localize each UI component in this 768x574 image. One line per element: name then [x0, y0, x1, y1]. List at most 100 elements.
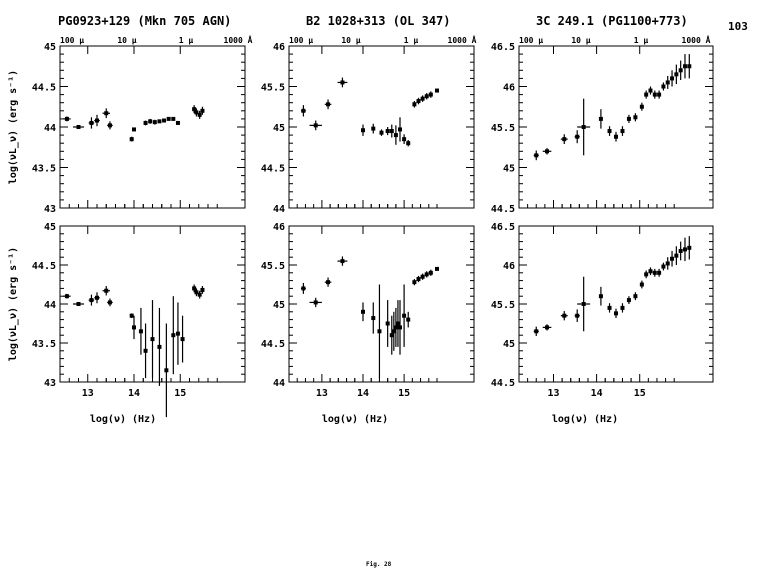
point-marker — [614, 134, 618, 139]
point-marker — [393, 133, 398, 138]
y-tick-label: 46.5 — [491, 42, 515, 53]
point-marker — [435, 266, 439, 271]
data-point — [424, 92, 429, 100]
data-point — [395, 300, 400, 347]
data-point — [385, 127, 390, 136]
y-tick-label: 45 — [503, 164, 515, 175]
point-marker — [428, 92, 433, 97]
data-point — [129, 313, 134, 319]
point-marker — [107, 123, 112, 128]
point-marker — [674, 72, 679, 77]
wavelength-label: 1 μ — [634, 36, 649, 45]
data-point — [72, 302, 85, 306]
y-tick-label: 45 — [273, 300, 285, 311]
y-tick-label: 46 — [503, 83, 515, 94]
data-point — [652, 90, 657, 99]
data-point — [143, 323, 148, 379]
point-marker — [194, 290, 199, 295]
data-point — [371, 302, 376, 334]
data-point — [132, 315, 136, 340]
point-marker — [313, 300, 318, 305]
wavelength-label: 1 μ — [179, 36, 194, 45]
data-point — [300, 105, 306, 117]
data-point — [678, 241, 683, 261]
point-marker — [657, 92, 662, 97]
data-point — [393, 307, 398, 347]
point-marker — [301, 108, 306, 113]
point-marker — [581, 125, 586, 129]
point-marker — [687, 64, 692, 69]
data-point — [416, 275, 421, 283]
data-point — [424, 271, 429, 278]
data-point — [614, 308, 618, 319]
point-marker — [562, 137, 567, 142]
data-point — [148, 118, 153, 124]
y-tick-label: 43 — [44, 204, 56, 215]
x-tick-label: 13 — [316, 388, 328, 399]
point-marker — [132, 127, 136, 132]
data-point — [665, 75, 670, 89]
point-marker — [200, 108, 205, 113]
point-marker — [389, 333, 394, 338]
point-marker — [575, 134, 580, 139]
data-point — [633, 113, 638, 122]
data-point — [648, 86, 653, 95]
point-marker — [633, 115, 638, 120]
y-tick-label: 45 — [44, 42, 56, 53]
point-marker — [678, 68, 683, 73]
point-marker — [607, 305, 612, 310]
point-marker — [385, 129, 390, 134]
point-marker — [197, 292, 202, 297]
y-tick-label: 45.5 — [261, 83, 285, 94]
point-marker — [393, 325, 398, 330]
data-point — [200, 286, 205, 294]
point-marker — [301, 286, 306, 291]
y-tick-label: 44.5 — [491, 378, 515, 389]
point-marker — [416, 277, 421, 282]
point-marker — [371, 126, 376, 131]
point-marker — [633, 294, 638, 299]
data-point — [337, 256, 348, 266]
y-tick-label: 45.5 — [491, 300, 515, 311]
data-point — [324, 99, 332, 110]
point-marker — [175, 120, 180, 125]
point-marker — [428, 270, 433, 275]
point-marker — [313, 123, 318, 128]
point-marker — [95, 118, 99, 123]
data-point — [402, 284, 407, 347]
data-point — [94, 114, 100, 127]
point-marker — [534, 153, 539, 158]
point-marker — [194, 110, 199, 115]
data-point — [542, 148, 552, 155]
point-marker — [143, 120, 148, 125]
point-marker — [644, 272, 649, 277]
point-marker — [626, 298, 631, 303]
data-point — [171, 116, 176, 121]
data-point — [88, 117, 95, 129]
wavelength-label: 1000 Å — [448, 35, 477, 45]
data-point — [639, 102, 644, 111]
point-marker — [152, 120, 157, 125]
point-marker — [402, 313, 407, 318]
point-marker — [171, 333, 176, 338]
point-marker — [620, 305, 625, 310]
point-marker — [385, 321, 390, 326]
data-point — [164, 323, 169, 418]
point-marker — [639, 104, 644, 109]
data-point — [620, 126, 625, 136]
data-point — [175, 302, 180, 365]
point-marker — [598, 294, 603, 299]
panel-title: 3C 249.1 (PG1100+773) — [536, 14, 688, 28]
data-point — [162, 118, 167, 123]
data-point — [371, 123, 376, 134]
point-marker — [326, 102, 331, 107]
wavelength-label: 100 μ — [519, 36, 543, 45]
point-marker — [545, 325, 550, 330]
data-point — [398, 300, 402, 355]
data-point — [102, 286, 110, 296]
y-tick-label: 45.5 — [261, 261, 285, 272]
data-point — [607, 126, 612, 136]
point-marker — [377, 329, 382, 334]
wavelength-label: 10 μ — [117, 36, 136, 45]
